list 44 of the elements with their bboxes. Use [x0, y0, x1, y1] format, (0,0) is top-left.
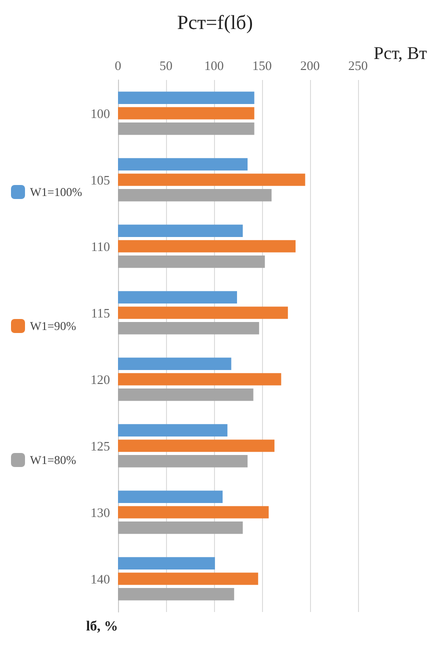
y-tick-label: 125 [90, 438, 110, 454]
y-tick-label: 140 [90, 571, 110, 586]
bar [118, 256, 265, 268]
y-tick-label: 105 [90, 172, 110, 188]
bar [118, 424, 228, 436]
bar [118, 174, 306, 186]
y-tick-label: 130 [90, 504, 110, 520]
x-tick-label: 150 [252, 58, 272, 73]
x-tick-label: 50 [159, 58, 172, 73]
x-tick-label: 100 [204, 58, 224, 73]
legend-label: W1=100% [30, 185, 82, 199]
bar [118, 388, 254, 401]
y-tick-label: 100 [90, 106, 110, 121]
bar [118, 373, 282, 386]
x-tick-label: 0 [114, 58, 122, 73]
x-axis-title: Рст, Вт [374, 43, 428, 63]
bar [118, 158, 248, 170]
y-tick-label: 110 [90, 238, 110, 254]
bar [118, 291, 238, 304]
bar [118, 224, 243, 237]
x-tick-label: 200 [300, 58, 320, 73]
bar [118, 572, 258, 585]
bar [118, 455, 248, 468]
chart-title: Рст=f(lб) [177, 12, 253, 34]
legend-label: W1=80% [30, 453, 76, 467]
y-tick-label: 120 [90, 372, 110, 387]
bar [118, 440, 274, 452]
bar [118, 107, 254, 120]
bar [118, 306, 288, 319]
bar [118, 506, 269, 518]
y-axis-title: lб, % [86, 620, 118, 634]
bar [118, 522, 243, 534]
bar [118, 358, 232, 370]
x-tick-label: 250 [348, 58, 368, 73]
y-tick-label: 115 [90, 305, 110, 320]
bar [118, 240, 296, 252]
bar [118, 122, 254, 135]
bar [118, 490, 223, 503]
bar [118, 557, 215, 570]
bar [118, 92, 254, 104]
bar [118, 588, 234, 600]
legend-label: W1=90% [30, 319, 76, 333]
bar [118, 322, 260, 334]
bar [118, 189, 272, 202]
